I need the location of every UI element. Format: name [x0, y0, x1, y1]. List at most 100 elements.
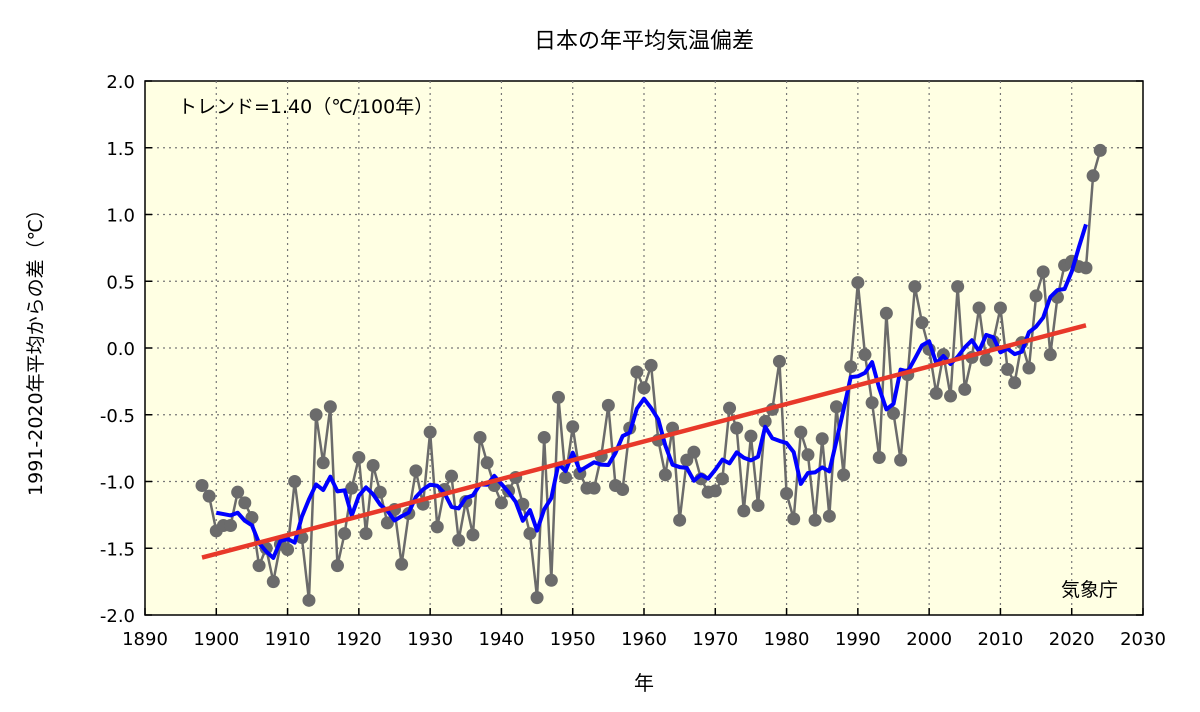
annual-point: [480, 456, 494, 470]
annual-point: [979, 353, 993, 367]
annual-point: [723, 401, 737, 415]
annual-point: [1001, 362, 1015, 376]
annual-point: [951, 280, 965, 294]
annual-point: [708, 484, 722, 498]
annual-point: [352, 450, 366, 464]
annual-point: [551, 390, 565, 404]
x-axis-label: 年: [634, 671, 654, 695]
annual-point: [758, 414, 772, 428]
annual-point: [673, 513, 687, 527]
x-tick-label: 1910: [265, 629, 311, 650]
annual-point: [637, 381, 651, 395]
y-tick-label: 0.0: [106, 339, 135, 360]
annual-point: [302, 593, 316, 607]
annual-point: [751, 499, 765, 513]
annual-point: [345, 481, 359, 495]
annual-point: [266, 575, 280, 589]
annual-point: [494, 496, 508, 510]
annual-point: [1029, 289, 1043, 303]
annual-point: [879, 306, 893, 320]
annual-point: [252, 559, 266, 573]
annual-point: [409, 464, 423, 478]
x-tick-label: 1990: [835, 629, 881, 650]
annual-point: [245, 511, 259, 525]
running-mean-line: [215, 223, 1088, 560]
annual-point: [730, 421, 744, 435]
x-tick-label: 1890: [122, 629, 168, 650]
annual-point: [822, 509, 836, 523]
x-axis: 1890 1900 1910 1920 1930 1940 1950 1960 1970 1980…: [122, 608, 1166, 650]
annual-point: [366, 458, 380, 472]
annual-point: [423, 425, 437, 439]
annual-point: [794, 425, 808, 439]
x-tick-label: 1920: [336, 629, 382, 650]
y-tick-label: 0.5: [106, 272, 135, 293]
series-layer: [195, 143, 1107, 607]
x-tick-label: 1970: [692, 629, 738, 650]
x-tick-label: 1940: [479, 629, 525, 650]
annual-point: [894, 453, 908, 467]
annual-point: [523, 527, 537, 541]
annual-point: [544, 573, 558, 587]
x-tick-label: 2010: [978, 629, 1024, 650]
annual-point: [715, 472, 729, 486]
annual-point: [929, 386, 943, 400]
y-tick-label: 2.0: [106, 72, 135, 93]
y-tick-label: -1.5: [100, 539, 135, 560]
y-tick-label: -1.0: [100, 473, 135, 494]
y-tick-label: -0.5: [100, 406, 135, 427]
x-tick-label: 1960: [621, 629, 667, 650]
x-tick-label: 2030: [1120, 629, 1166, 650]
x-tick-label: 1950: [550, 629, 596, 650]
annual-point: [473, 430, 487, 444]
annual-point: [559, 470, 573, 484]
annual-point: [380, 516, 394, 530]
y-axis: 2.0 1.5 1.0 0.5 0.0 -0.5 -1.0 -1.5 -2.0: [100, 72, 1143, 627]
annual-point: [844, 360, 858, 374]
annual-point: [288, 475, 302, 488]
annual-point: [865, 396, 879, 410]
annual-point: [829, 400, 843, 414]
annual-point: [944, 389, 958, 403]
annual-point: [644, 358, 658, 372]
annual-point: [359, 527, 373, 541]
annual-point: [993, 301, 1007, 315]
annual-point: [309, 408, 323, 422]
annual-point: [601, 398, 615, 412]
x-tick-label: 1930: [407, 629, 453, 650]
x-tick-label: 1900: [193, 629, 239, 650]
annual-point: [466, 528, 480, 542]
trend-line: [201, 323, 1087, 560]
annual-point: [452, 533, 466, 547]
annual-point: [373, 485, 387, 499]
annual-point: [851, 276, 865, 290]
annual-point: [908, 280, 922, 294]
annual-point: [587, 481, 601, 495]
annual-point: [195, 479, 209, 493]
annual-point: [395, 557, 409, 571]
y-tick-label: 1.5: [106, 139, 135, 160]
annual-point: [801, 448, 815, 462]
annual-point: [858, 348, 872, 362]
annual-point: [1093, 143, 1107, 157]
annual-point: [1036, 265, 1050, 279]
annual-point: [338, 527, 352, 541]
annual-point: [772, 354, 786, 368]
annual-point: [330, 559, 344, 573]
annual-point: [837, 468, 851, 482]
annual-point: [1086, 169, 1100, 183]
annual-point: [316, 456, 330, 470]
annual-point: [1008, 376, 1022, 390]
annual-point: [658, 468, 672, 482]
annual-point: [537, 430, 551, 444]
annual-point: [445, 469, 459, 483]
annual-point: [530, 591, 544, 605]
annual-point: [787, 512, 801, 526]
annual-point: [202, 489, 216, 503]
annual-point: [872, 450, 886, 464]
annual-point: [323, 400, 337, 414]
annual-point: [1043, 348, 1057, 362]
annual-point: [744, 429, 758, 443]
annual-point: [430, 520, 444, 534]
